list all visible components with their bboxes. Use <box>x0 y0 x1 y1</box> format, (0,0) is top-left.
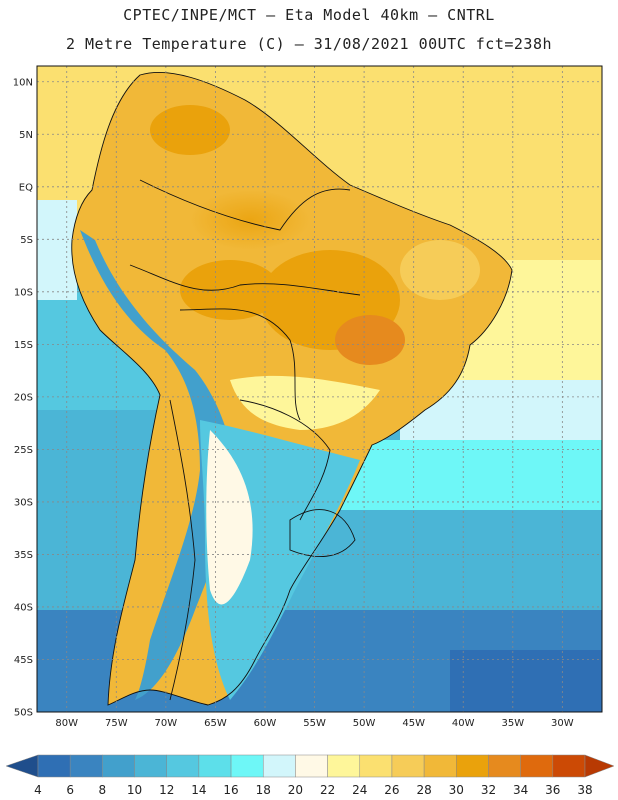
colorbar-segment <box>262 754 296 778</box>
colorbar <box>5 754 615 778</box>
lat-tick-label: 45S <box>14 655 33 666</box>
colorbar-segment <box>134 754 167 778</box>
lon-tick-label: 60W <box>254 718 277 729</box>
map-field <box>37 66 602 712</box>
lon-tick-label: 70W <box>155 718 178 729</box>
lon-tick-label: 55W <box>303 718 326 729</box>
hot-amazon <box>190 190 310 250</box>
colorbar-tick-label: 18 <box>255 783 271 797</box>
lon-tick-label: 35W <box>501 718 524 729</box>
northeast-warm <box>400 240 480 300</box>
colorbar-tick-label: 38 <box>577 783 593 797</box>
colorbar-tick-label: 12 <box>159 783 175 797</box>
coast-pale <box>37 200 77 300</box>
colorbar-segment <box>295 754 328 778</box>
lat-tick-label: 25S <box>14 445 33 456</box>
hot-core-west <box>180 260 280 320</box>
colorbar-segment <box>102 754 135 778</box>
colorbar-tick-label: 20 <box>287 783 304 797</box>
hot-core-south <box>335 315 405 365</box>
colorbar-tick-label: 8 <box>98 783 107 797</box>
colorbar-segment <box>552 754 586 778</box>
colorbar-arrow-low <box>5 754 39 778</box>
chaco-pale <box>206 430 253 605</box>
colorbar-tick-label: 6 <box>66 783 74 797</box>
map-frame <box>36 65 603 713</box>
lon-tick-label: 30W <box>551 718 574 729</box>
colorbar-segment <box>391 754 425 778</box>
colorbar-segment <box>520 754 554 778</box>
colorbar-segment <box>230 754 264 778</box>
ocean-cyan-band <box>330 440 602 510</box>
lat-tick-label: 5N <box>19 130 33 141</box>
lon-tick-labels: 80W 75W 70W 65W 60W 55W 50W 45W 40W 35W 30W <box>55 718 573 729</box>
colorbar-tick-label: 10 <box>126 783 143 797</box>
colorbar-segment <box>359 754 393 778</box>
colorbar-tick-label: 30 <box>448 783 464 797</box>
colorbar-segment <box>69 754 103 778</box>
lat-tick-label: EQ <box>19 182 33 193</box>
lat-tick-label: 5S <box>20 235 33 246</box>
colorbar-tick-label: 22 <box>319 783 336 797</box>
colorbar-arrow-high <box>584 754 615 778</box>
colorbar-tick-label: 24 <box>352 783 368 797</box>
south-ocean-cold <box>450 650 602 712</box>
colorbar-tick-label: 16 <box>223 783 239 797</box>
lat-tick-label: 40S <box>14 602 33 613</box>
colorbar-tick-label: 32 <box>480 783 497 797</box>
colorbar-tick-label: 4 <box>34 783 42 797</box>
colorbar-tick-label: 26 <box>384 783 400 797</box>
lat-tick-label: 30S <box>14 497 33 508</box>
colorbar-tick-label: 36 <box>545 783 561 797</box>
lat-tick-label: 50S <box>14 708 33 719</box>
lon-tick-label: 80W <box>55 718 78 729</box>
colorbar-tick-label: 28 <box>416 783 432 797</box>
lat-tick-label: 20S <box>14 392 33 403</box>
lon-tick-label: 65W <box>204 718 227 729</box>
chart-subtitle: 2 Metre Temperature (C) – 31/08/2021 00U… <box>65 35 553 53</box>
colorbar-tick-label: 34 <box>513 783 529 797</box>
lat-tick-label: 10N <box>13 77 33 88</box>
lat-tick-labels: 10N 5N EQ 5S 10S 15S 20S 25S 30S 35S 40S 45S 50S <box>13 77 33 718</box>
chart-title: CPTEC/INPE/MCT – Eta Model 40km – CNTRL <box>123 6 495 24</box>
colorbar-tick-label: 14 <box>191 783 207 797</box>
lon-tick-label: 50W <box>353 718 376 729</box>
lat-tick-label: 35S <box>14 550 33 561</box>
colorbar-segment <box>166 754 200 778</box>
central-pale <box>230 375 380 430</box>
colorbar-segment <box>488 754 521 778</box>
lat-tick-label: 10S <box>14 287 33 298</box>
colorbar-segment <box>37 754 71 778</box>
andes-cold <box>80 230 235 700</box>
lon-tick-label: 45W <box>402 718 425 729</box>
colorbar-segment <box>327 754 361 778</box>
hot-core-north <box>150 105 230 155</box>
colorbar-segment <box>423 754 457 778</box>
lat-tick-label: 15S <box>14 340 33 351</box>
lon-tick-label: 75W <box>105 718 128 729</box>
lon-tick-label: 40W <box>452 718 475 729</box>
borders <box>71 71 513 706</box>
colorbar-segment <box>456 754 489 778</box>
colorbar-segment <box>198 754 232 778</box>
